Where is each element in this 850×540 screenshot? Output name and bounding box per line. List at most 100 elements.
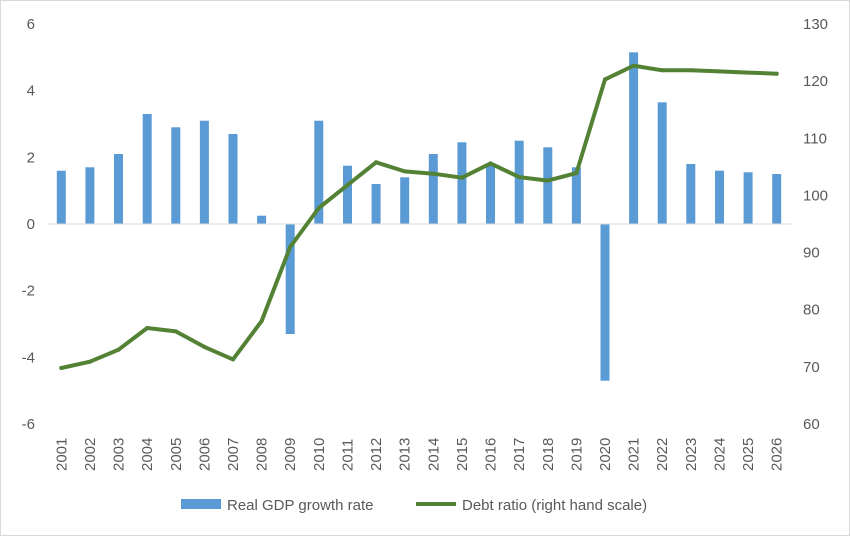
- bar-2020: [600, 224, 610, 381]
- x-tick-label: 2010: [311, 438, 328, 471]
- x-tick-label: 2026: [769, 438, 786, 471]
- bar-2007: [228, 134, 238, 224]
- x-tick-label: 2002: [82, 438, 99, 471]
- bar-2006: [199, 120, 209, 224]
- debt-point-2026: [774, 71, 779, 76]
- left-tick-label: -4: [22, 349, 35, 366]
- left-tick-label: 0: [27, 216, 35, 233]
- right-axis-ticks: 60 70 80 90 100 110 120 130: [803, 16, 828, 433]
- debt-point-2009: [288, 244, 293, 249]
- bar-2025: [743, 172, 753, 224]
- x-tick-label: 2012: [368, 438, 385, 471]
- right-tick-label: 110: [803, 130, 827, 147]
- bar-2003: [114, 154, 123, 224]
- bars-layer: [56, 52, 782, 381]
- x-tick-label: 2001: [53, 438, 70, 471]
- x-tick-label: 2017: [511, 438, 528, 471]
- debt-point-2016: [488, 161, 493, 166]
- x-tick-label: 2016: [483, 438, 500, 471]
- bar-2009: [285, 224, 295, 334]
- right-tick-label: 60: [803, 416, 820, 433]
- left-tick-label: 6: [27, 16, 35, 33]
- bar-2026: [772, 174, 782, 224]
- bar-2004: [142, 114, 152, 224]
- bar-2016: [486, 164, 495, 224]
- debt-point-2008: [259, 319, 264, 324]
- debt-point-2003: [116, 347, 121, 352]
- bar-2019: [571, 167, 581, 224]
- bar-2013: [400, 177, 410, 224]
- debt-point-2018: [545, 178, 550, 183]
- x-tick-label: 2011: [340, 439, 357, 471]
- x-tick-label: 2003: [111, 438, 128, 471]
- debt-point-2010: [316, 206, 321, 210]
- bar-2017: [514, 140, 524, 224]
- left-tick-label: -6: [22, 416, 35, 433]
- legend: Real GDP growth rate Debt ratio (right h…: [181, 497, 647, 514]
- x-tick-label: 2007: [225, 438, 242, 471]
- left-tick-label: -2: [22, 283, 35, 300]
- left-tick-label: 4: [27, 83, 35, 100]
- x-tick-label: 2018: [540, 438, 557, 471]
- right-tick-label: 70: [803, 359, 820, 376]
- bar-2008: [257, 215, 267, 224]
- debt-point-2005: [173, 329, 178, 334]
- line-layer: [59, 63, 779, 370]
- x-tick-label: 2021: [626, 438, 643, 471]
- x-tick-label: 2013: [397, 438, 414, 471]
- x-tick-label: 2024: [712, 438, 729, 471]
- debt-ratio-line: [59, 63, 779, 370]
- debt-point-2002: [87, 359, 92, 364]
- debt-point-2011: [345, 183, 350, 188]
- right-tick-label: 90: [803, 245, 820, 262]
- debt-point-2007: [231, 357, 235, 362]
- x-tick-label: 2006: [196, 438, 213, 471]
- bar-2012: [371, 184, 381, 224]
- bar-2018: [543, 147, 553, 224]
- debt-point-2023: [688, 68, 693, 73]
- x-tick-label: 2023: [683, 438, 700, 471]
- bar-2010: [314, 120, 324, 224]
- debt-point-2024: [717, 69, 722, 74]
- bar-2023: [686, 164, 696, 224]
- debt-point-2015: [459, 175, 464, 180]
- bar-2011: [343, 165, 352, 224]
- debt-point-2021: [631, 63, 636, 68]
- right-tick-label: 120: [803, 73, 828, 90]
- bar-2002: [85, 167, 95, 224]
- legend-label-gdp: Real GDP growth rate: [227, 497, 373, 514]
- legend-label-debt: Debt ratio (right hand scale): [462, 497, 647, 514]
- legend-swatch-gdp: [181, 499, 221, 509]
- left-tick-label: 2: [27, 149, 35, 166]
- x-tick-label: 2019: [568, 438, 585, 471]
- debt-point-2013: [402, 169, 407, 174]
- bar-2022: [657, 102, 667, 224]
- debt-point-2022: [660, 68, 665, 73]
- x-tick-label: 2009: [282, 438, 299, 471]
- debt-point-2017: [517, 175, 522, 180]
- right-tick-label: 80: [803, 302, 820, 319]
- debt-point-2012: [374, 160, 379, 165]
- debt-point-2020: [603, 77, 607, 82]
- left-axis-ticks: -6 -4 -2 0 2 4 6: [22, 16, 35, 433]
- x-axis-ticks: 2001 2002 2003 2004 2005 2006 2007 2008 2009 2010…: [53, 438, 785, 471]
- right-tick-label: 130: [803, 16, 828, 33]
- x-tick-label: 2025: [740, 438, 757, 471]
- debt-point-2025: [746, 70, 751, 75]
- bar-2021: [629, 52, 639, 224]
- bar-2014: [428, 154, 438, 224]
- x-tick-label: 2005: [168, 438, 185, 471]
- x-tick-label: 2004: [139, 438, 156, 471]
- debt-point-2006: [202, 344, 207, 349]
- debt-point-2019: [574, 171, 579, 176]
- bar-2005: [171, 127, 181, 224]
- debt-point-2004: [145, 326, 150, 330]
- x-tick-label: 2020: [597, 438, 614, 471]
- x-tick-label: 2014: [425, 438, 442, 471]
- bar-2024: [715, 170, 724, 224]
- bar-2001: [56, 170, 66, 224]
- bar-2015: [457, 142, 467, 224]
- x-tick-label: 2015: [454, 438, 471, 471]
